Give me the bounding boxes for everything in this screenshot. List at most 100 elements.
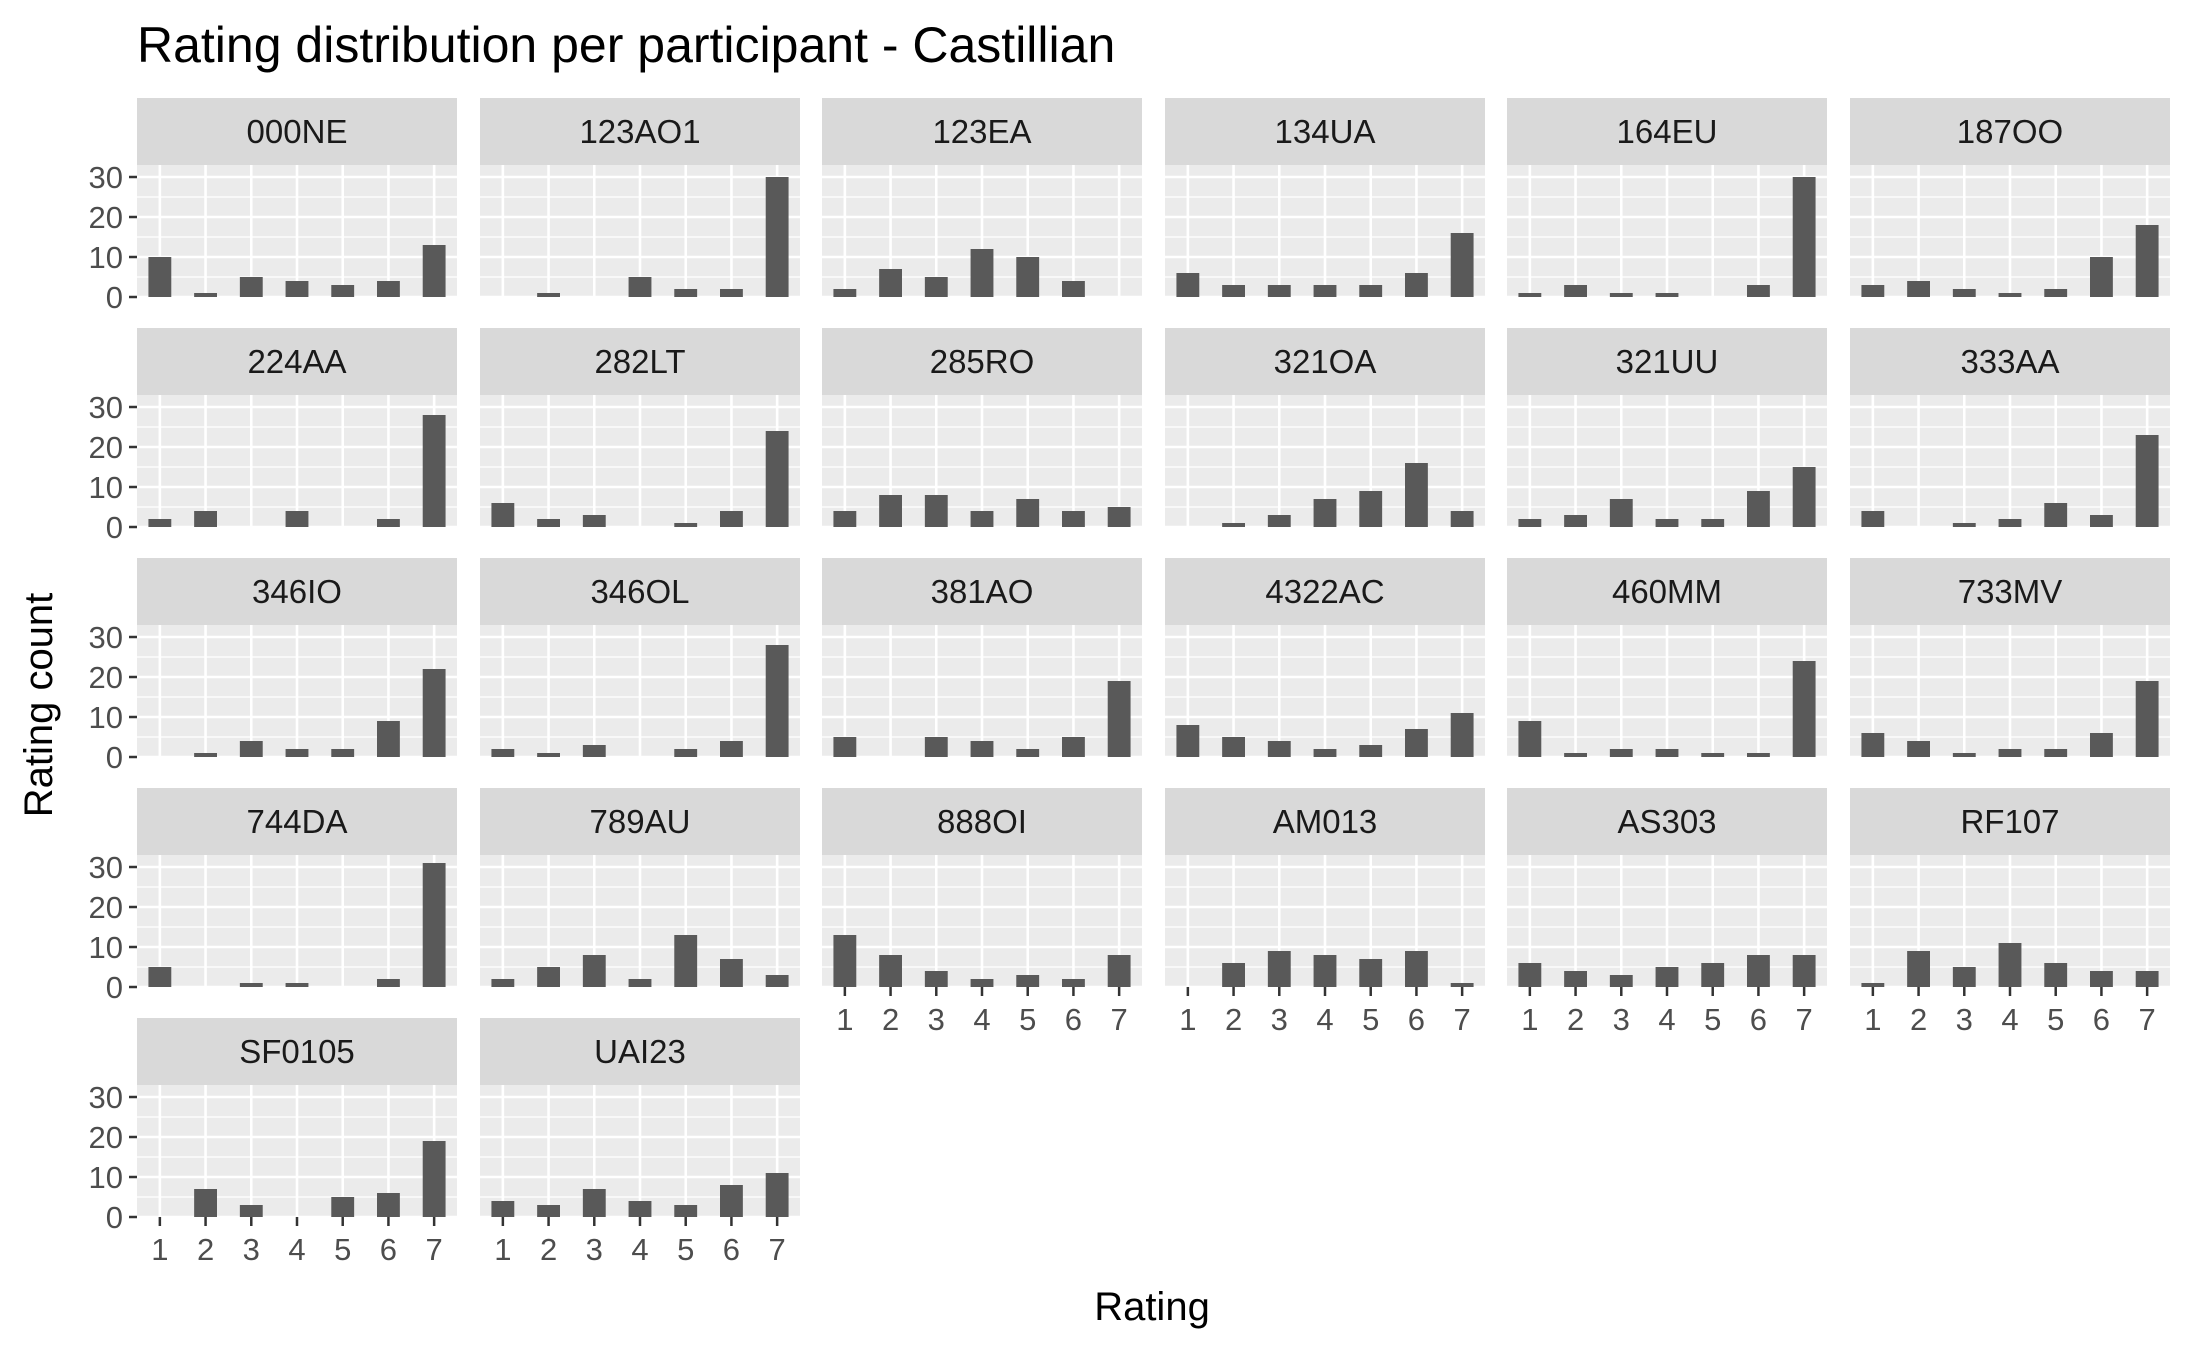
bar — [1952, 967, 1976, 987]
bar — [239, 277, 263, 297]
facet-strip — [480, 98, 800, 165]
x-tick-label: 2 — [540, 1232, 557, 1267]
facet-strip — [1165, 558, 1485, 625]
bar — [1655, 519, 1679, 527]
bar — [1359, 745, 1383, 757]
y-tick-label: 30 — [89, 160, 123, 195]
x-tick-label: 7 — [1454, 1002, 1471, 1037]
facet-panel: 381AO — [822, 558, 1142, 759]
bar — [422, 669, 446, 757]
bar — [924, 971, 948, 987]
bar — [1952, 523, 1976, 527]
bar — [1107, 681, 1131, 757]
facet-strip — [137, 1018, 457, 1085]
x-tick-label: 3 — [928, 1002, 945, 1037]
bar — [285, 983, 309, 987]
x-tick-label: 4 — [973, 1002, 990, 1037]
bar — [1267, 951, 1291, 987]
bar — [1450, 713, 1474, 757]
bar — [491, 503, 515, 527]
bar — [2090, 515, 2113, 527]
bar — [537, 293, 560, 297]
bar — [148, 519, 172, 527]
facet-panel: 744DA 0 10 20 30 — [89, 788, 457, 1005]
y-tick-label: 20 — [89, 660, 123, 695]
y-tick-label: 20 — [89, 200, 123, 235]
facet-panel: 000NE 0 10 20 30 — [89, 98, 457, 315]
facet-strip — [480, 558, 800, 625]
bar — [1222, 737, 1245, 757]
bar — [377, 979, 400, 987]
bar — [1313, 749, 1337, 757]
bar — [1222, 523, 1245, 527]
facet-strip — [480, 1018, 800, 1085]
bar — [1518, 519, 1542, 527]
y-tick-label: 10 — [89, 930, 123, 965]
bar — [1609, 499, 1633, 527]
facet-strip-label: 460MM — [1612, 573, 1722, 610]
y-axis-title: Rating count — [17, 593, 61, 818]
bar — [1747, 753, 1770, 757]
x-tick-label: 1 — [494, 1232, 511, 1267]
y-tick-label: 0 — [106, 740, 123, 775]
facet-strip-label: 285RO — [930, 343, 1035, 380]
bar — [2135, 971, 2159, 987]
bar — [765, 431, 789, 527]
bar — [970, 511, 994, 527]
facet-panel: SF0105 0 10 20 30 1 2 3 4 5 6 7 — [89, 1018, 457, 1267]
bar — [422, 415, 446, 527]
bar — [1861, 733, 1885, 757]
facet-strip-label: 134UA — [1275, 113, 1376, 150]
bar — [1016, 257, 1040, 297]
facet-strip — [137, 328, 457, 395]
facet-strip-label: 187OO — [1957, 113, 2063, 150]
facet-strip-label: 346IO — [252, 573, 342, 610]
facet-strip — [1850, 558, 2170, 625]
facet-strip — [1507, 328, 1827, 395]
bar — [1267, 285, 1291, 297]
bar — [285, 749, 309, 757]
facet-panel: 733MV — [1850, 558, 2170, 759]
bar — [674, 749, 698, 757]
bar — [537, 1205, 560, 1217]
bar — [1313, 955, 1337, 987]
bar — [285, 281, 309, 297]
x-tick-label: 1 — [1179, 1002, 1196, 1037]
facet-strip — [822, 328, 1142, 395]
facet-strip — [1507, 98, 1827, 165]
bar — [239, 741, 263, 757]
facet-strip — [480, 788, 800, 855]
bar — [833, 511, 857, 527]
bar — [1655, 967, 1679, 987]
x-tick-label: 3 — [1613, 1002, 1630, 1037]
facet-panel: 333AA — [1850, 328, 2170, 529]
facet-strip — [822, 558, 1142, 625]
bar — [1359, 491, 1383, 527]
x-tick-label: 2 — [1225, 1002, 1242, 1037]
facet-panel: 285RO — [822, 328, 1142, 529]
bar — [1792, 177, 1816, 297]
facet-panel: RF107 1 2 3 4 5 6 7 — [1850, 788, 2170, 1037]
bar — [285, 511, 309, 527]
bar — [1609, 293, 1633, 297]
bar — [1907, 951, 1930, 987]
bar — [674, 935, 698, 987]
bar — [720, 741, 743, 757]
y-tick-label: 30 — [89, 850, 123, 885]
bar — [2090, 733, 2113, 757]
bar — [537, 967, 560, 987]
facet-strip — [137, 98, 457, 165]
x-tick-label: 2 — [1910, 1002, 1927, 1037]
x-tick-label: 3 — [586, 1232, 603, 1267]
bar — [1222, 285, 1245, 297]
y-tick-label: 30 — [89, 390, 123, 425]
bar — [1861, 285, 1885, 297]
facet-strip-label: 123AO1 — [579, 113, 700, 150]
facet-strip-label: 381AO — [931, 573, 1034, 610]
bar — [2044, 289, 2068, 297]
bar — [1861, 983, 1885, 987]
y-tick-label: 0 — [106, 1200, 123, 1235]
bar — [674, 289, 698, 297]
facet-strip-label: 282LT — [594, 343, 685, 380]
